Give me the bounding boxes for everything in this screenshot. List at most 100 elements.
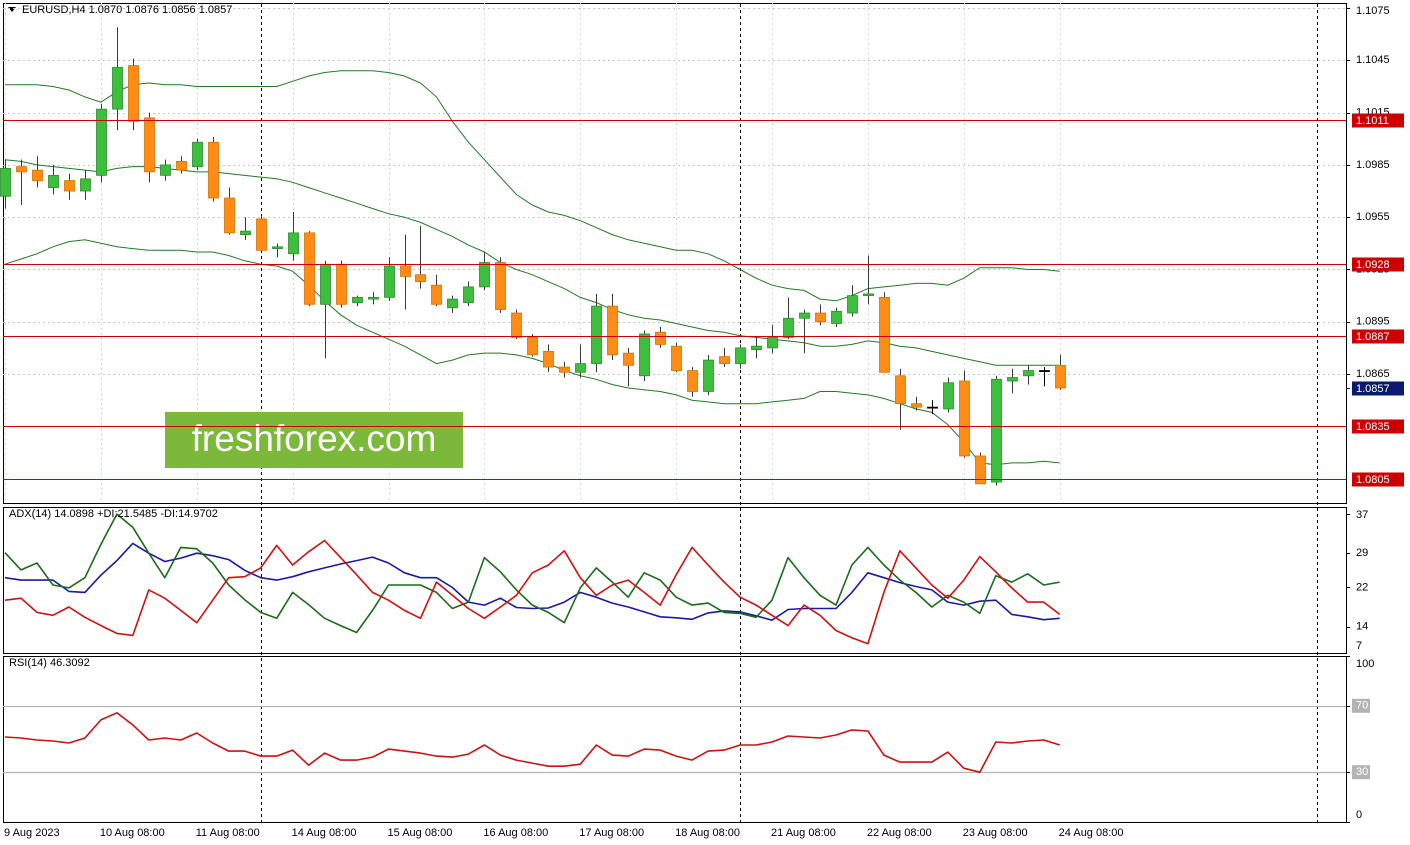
x-tick-label: 10 Aug 08:00: [100, 827, 165, 839]
x-tick-label: 22 Aug 08:00: [867, 827, 932, 839]
candle-body: [176, 161, 187, 171]
current-price-label: 1.0857: [1356, 383, 1390, 395]
y-tick-label: 30: [1356, 766, 1368, 778]
watermark-box: [165, 412, 463, 468]
candle-body: [463, 286, 474, 303]
candle-body: [831, 310, 842, 324]
candle-body: [336, 263, 347, 305]
candle-body: [479, 262, 490, 288]
x-tick-label: 18 Aug 08:00: [675, 827, 740, 839]
candle-body: [511, 312, 522, 338]
panel-title: RSI(14) 46.3092: [9, 657, 90, 669]
candle-body: [527, 337, 538, 356]
level-label-box: [1352, 257, 1404, 272]
candle-body: [128, 65, 139, 122]
candle-body: [895, 375, 906, 405]
candle-body: [543, 350, 554, 368]
level-label: 1.0805: [1356, 474, 1390, 486]
candle-body: [96, 108, 107, 176]
current-price-box: [1352, 381, 1404, 396]
candle-body: [64, 180, 75, 192]
candle-body: [400, 265, 411, 277]
indicator-line: [4, 712, 1060, 773]
candle-body: [735, 347, 746, 364]
x-tick-label: 24 Aug 08:00: [1059, 827, 1124, 839]
candle-body: [272, 246, 283, 249]
candle-body: [160, 164, 171, 176]
level-label: 1.0887: [1356, 331, 1390, 343]
level-label-box: [1352, 419, 1404, 434]
y-tick-label: 1.0985: [1356, 159, 1390, 171]
y-tick-box: [1352, 698, 1370, 713]
y-tick-label: 7: [1356, 640, 1362, 652]
candle-body: [1055, 364, 1066, 389]
candle-body: [112, 66, 123, 110]
candle-body: [352, 296, 363, 303]
x-tick-label: 14 Aug 08:00: [292, 827, 357, 839]
candle-body: [607, 305, 618, 356]
x-tick-label: 11 Aug 08:00: [196, 827, 260, 839]
candle-body: [623, 352, 634, 366]
y-tick-label: 1.0865: [1356, 368, 1390, 380]
level-label-box: [1352, 329, 1404, 344]
x-tick-label: 17 Aug 08:00: [579, 827, 644, 839]
y-tick-label: 37: [1356, 509, 1368, 521]
candle-body: [591, 305, 602, 364]
candle-body: [671, 345, 682, 371]
candle-body: [815, 312, 826, 323]
y-tick-label: 1.0895: [1356, 316, 1390, 328]
band-line: [5, 70, 1060, 302]
indicator-line: [4, 542, 1060, 621]
y-tick-label: 22: [1356, 581, 1368, 593]
candle-body: [575, 363, 586, 373]
price-panel-frame: [3, 3, 1347, 504]
candle-body: [911, 403, 922, 408]
candle-body: [240, 230, 251, 236]
candle-body: [0, 167, 11, 197]
candle-body: [256, 218, 267, 251]
candle-body: [288, 232, 299, 255]
candle-body: [975, 455, 986, 485]
candle-body: [927, 406, 938, 409]
candle-body: [415, 274, 426, 283]
y-tick-label: 70: [1356, 700, 1368, 712]
adx-panel-frame: [3, 507, 1347, 654]
x-tick-label: 23 Aug 08:00: [963, 827, 1028, 839]
candle-body: [1039, 370, 1050, 372]
candle-body: [943, 382, 954, 410]
level-label-box: [1352, 113, 1404, 128]
candle-body: [224, 197, 235, 234]
level-label-box: [1352, 472, 1404, 487]
candle-body: [384, 265, 395, 298]
x-tick-label: 21 Aug 08:00: [771, 827, 836, 839]
candle-body: [431, 284, 442, 305]
candle-body: [320, 263, 331, 305]
y-tick-label: 14: [1356, 620, 1368, 632]
y-tick-label: 1.0955: [1356, 211, 1390, 223]
x-tick-label: 16 Aug 08:00: [483, 827, 548, 839]
candle-body: [799, 312, 810, 319]
candle-body: [863, 293, 874, 297]
panel-title: EURUSD,H4 1.0870 1.0876 1.0856 1.0857: [22, 4, 232, 16]
candle-body: [48, 174, 59, 188]
panel-title: ADX(14) 14.0898 +DI:21.5485 -DI:14.9702: [9, 508, 218, 520]
candle-body: [1007, 377, 1018, 382]
candle-body: [639, 333, 650, 377]
y-tick-label: 29: [1356, 547, 1368, 559]
candle-body: [144, 117, 155, 173]
indicator-line: [4, 539, 1061, 645]
indicator-line: [4, 513, 1060, 634]
x-tick-label: 9 Aug 2023: [4, 827, 60, 839]
candle-body: [767, 337, 778, 349]
candle-body: [447, 298, 458, 309]
candle-body: [783, 317, 794, 338]
y-tick-label: 0: [1356, 809, 1362, 821]
level-label: 1.0928: [1356, 259, 1390, 271]
candle-body: [879, 296, 890, 373]
y-tick-label: 100: [1356, 658, 1374, 670]
candle-body: [751, 345, 762, 351]
candle-body: [80, 178, 91, 192]
candle-body: [847, 295, 858, 314]
x-tick-label: 15 Aug 08:00: [388, 827, 453, 839]
